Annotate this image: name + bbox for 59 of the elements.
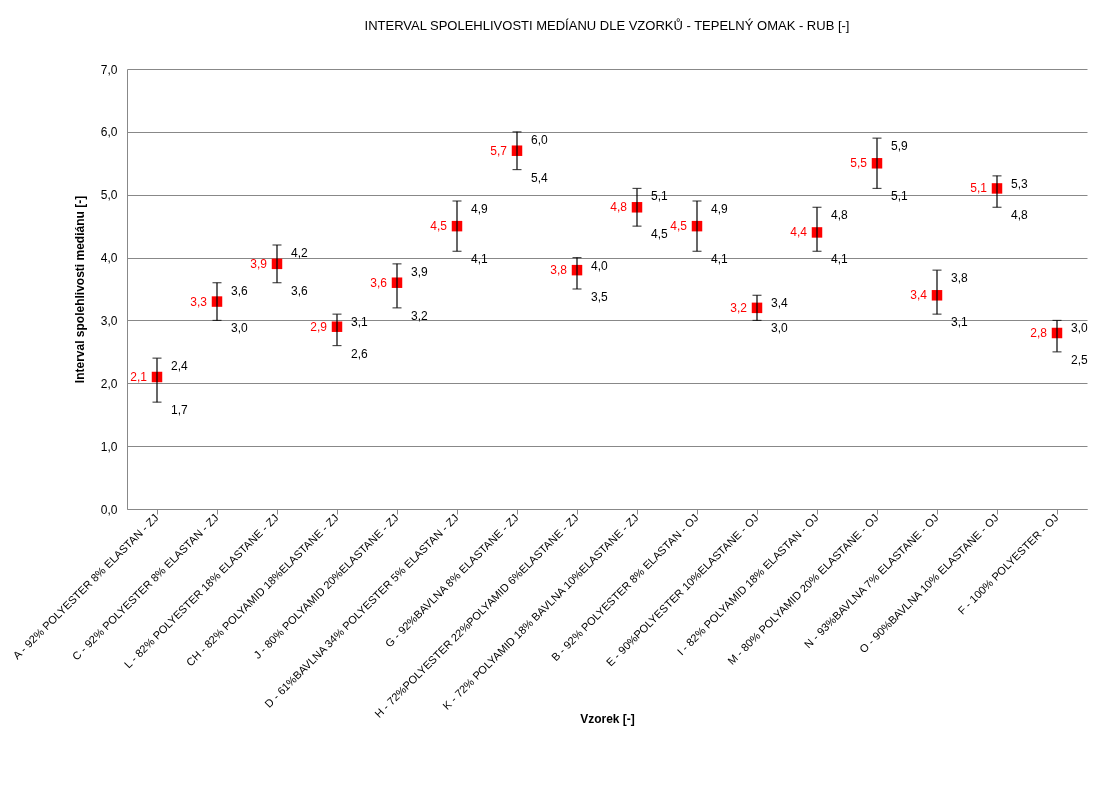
annotation: 3,5 [591,290,609,304]
annotation: 3,0 [231,321,249,336]
y-axis-title: Interval spolehlivosti mediánu [-] [72,195,87,384]
y-tick-label: 5,0 [100,188,118,203]
annotation: 4,8 [831,208,849,223]
annotation: 4,9 [711,202,729,216]
data-label: 4,5 [670,219,688,234]
y-tick-label: 7,0 [100,62,118,77]
annotation: 4,1 [471,252,489,267]
annotation: 5,9 [891,139,909,154]
annotation: 3,0 [1071,321,1089,336]
annotation: 4,5 [651,227,669,242]
annotation: 5,1 [891,189,909,204]
annotation: 3,6 [231,283,249,298]
y-tick-label: 4,0 [100,251,118,266]
data-label: 4,8 [610,200,628,215]
data-label: 4,4 [790,225,808,240]
annotation: 4,0 [591,258,609,273]
y-tick-label: 2,0 [100,376,118,391]
annotation: 5,1 [651,189,669,204]
data-label: 3,3 [190,294,208,309]
y-tick-label: 3,0 [100,313,118,328]
data-label: 2,9 [310,319,328,334]
data-label: 5,7 [490,143,508,158]
annotation: 4,1 [711,252,729,267]
data-label: 4,5 [430,219,448,234]
annotation: 3,2 [411,308,429,323]
annotation: 3,1 [351,315,369,330]
annotation: 5,4 [531,170,549,185]
annotation: 3,8 [951,271,969,286]
annotation: 3,1 [951,315,969,330]
x-axis-title: Vzorek [-] [580,711,635,726]
annotation: 3,9 [411,264,429,279]
annotation: 4,8 [1011,208,1029,223]
y-tick-label: 1,0 [100,439,118,454]
annotation: 3,6 [291,283,309,298]
annotation: 5,3 [1011,176,1029,191]
annotation: 1,7 [171,403,189,418]
annotation: 4,1 [831,252,849,267]
data-label: 5,5 [850,156,868,171]
data-label: 2,1 [130,370,148,384]
annotation: 4,9 [471,202,489,216]
annotation: 4,2 [291,246,309,260]
data-label: 2,8 [1030,326,1048,340]
data-label: 3,2 [730,300,748,315]
data-label: 5,1 [970,181,988,196]
annotation: 2,5 [1071,352,1089,367]
data-label: 3,8 [550,263,568,278]
annotation: 2,4 [171,359,189,374]
y-tick-label: 0,0 [100,502,118,517]
data-label: 3,6 [370,275,388,290]
data-label: 3,9 [250,256,268,271]
data-label: 3,4 [910,288,928,303]
chart-title: INTERVAL SPOLEHLIVOSTI MEDÍANU DLE VZORKŮ - TEPELNÝ OMAK - RUB [-] [364,18,850,33]
annotation: 3,0 [771,321,789,336]
annotation: 2,6 [351,346,369,361]
annotation: 3,4 [771,296,789,311]
y-tick-label: 6,0 [100,125,118,140]
annotation: 6,0 [531,132,549,147]
